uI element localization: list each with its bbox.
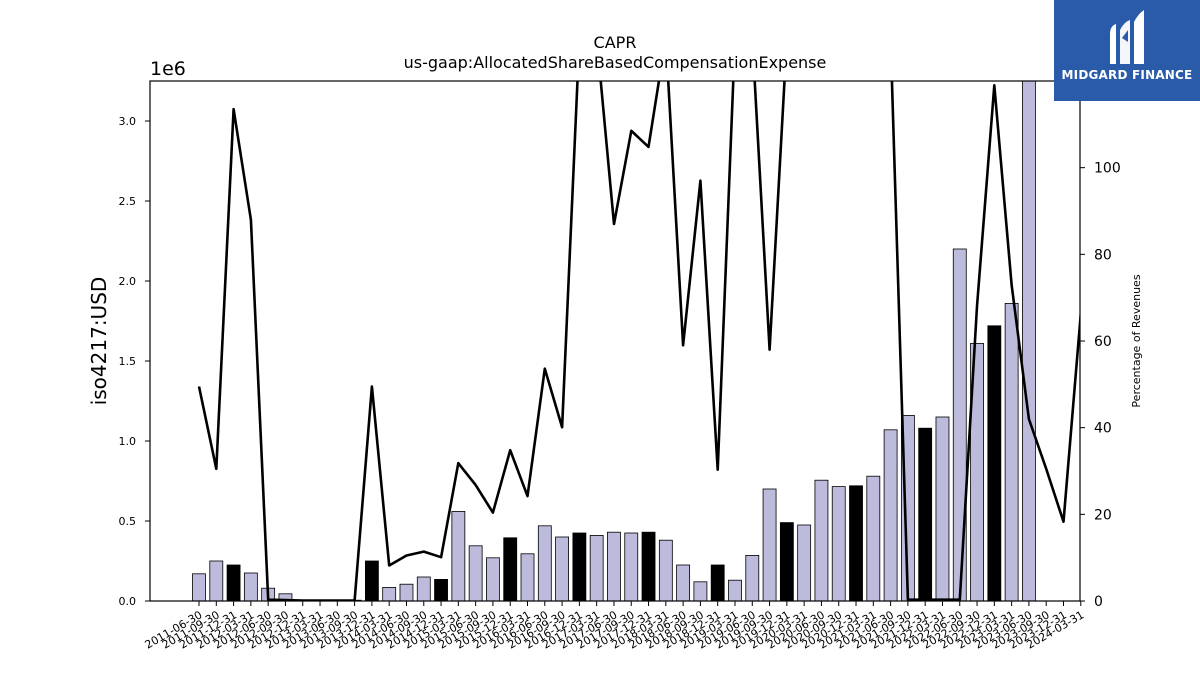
- bar: [658, 539, 673, 602]
- y-tick-label: 1.0: [119, 435, 137, 448]
- bar: [745, 555, 760, 602]
- bar: [589, 535, 604, 602]
- bar: [641, 531, 656, 602]
- bar: [192, 573, 206, 602]
- bar: [883, 429, 898, 602]
- y-tick-label: 2.5: [119, 195, 137, 208]
- plot-frame: [149, 80, 1081, 602]
- bar: [676, 564, 691, 602]
- bar: [486, 557, 500, 602]
- bar: [918, 427, 933, 602]
- bar: [451, 510, 466, 602]
- bar: [693, 581, 708, 602]
- y-tick-label: 0.0: [119, 595, 137, 608]
- bar: [1004, 302, 1019, 602]
- bar: [779, 522, 794, 602]
- y-tick-label: 1.5: [119, 355, 137, 368]
- y-axis-label: iso4217:USD: [87, 277, 111, 406]
- bar: [226, 564, 241, 602]
- bar: [624, 532, 639, 602]
- bar: [987, 325, 1002, 602]
- bar: [797, 524, 812, 602]
- bar: [849, 485, 863, 602]
- bar: [416, 576, 431, 602]
- y2-tick-label: 60: [1094, 334, 1112, 350]
- y-tick-label: 3.0: [119, 115, 137, 128]
- y2-tick-label: 40: [1094, 421, 1112, 437]
- bar: [399, 583, 414, 602]
- bar: [468, 545, 483, 602]
- bar: [209, 560, 224, 602]
- bar: [710, 564, 725, 602]
- bar: [364, 560, 379, 602]
- y2-axis-label: Percentage of Revenues: [1130, 274, 1143, 407]
- bar: [537, 525, 552, 602]
- bar: [434, 579, 448, 602]
- bar: [952, 248, 967, 602]
- y2-tick-label: 80: [1094, 247, 1112, 263]
- bar: [935, 416, 950, 602]
- bar: [607, 531, 621, 602]
- bar: [382, 587, 397, 602]
- bar: [520, 553, 535, 602]
- logo-text: MIDGARD FINANCE: [1061, 68, 1193, 82]
- y2-tick-label: 100: [1094, 161, 1121, 177]
- bar: [555, 536, 569, 602]
- y2-tick-label: 20: [1094, 507, 1112, 523]
- midgard-logo-icon: [1110, 10, 1144, 64]
- bar: [572, 532, 587, 602]
- logo: MIDGARD FINANCE: [1054, 0, 1200, 101]
- y2-tick-label: 0: [1094, 594, 1103, 610]
- bar: [243, 572, 258, 602]
- bar: [728, 579, 742, 602]
- y-tick-label: 2.0: [119, 275, 137, 288]
- chart-title: CAPR: [594, 33, 637, 52]
- bar: [1022, 80, 1036, 602]
- bar: [762, 488, 777, 602]
- y-tick-label: 0.5: [119, 515, 137, 528]
- bar: [814, 479, 829, 602]
- bar: [831, 486, 846, 602]
- chart-subtitle: us-gaap:AllocatedShareBasedCompensationE…: [404, 53, 827, 72]
- bar: [503, 537, 518, 602]
- bar: [866, 475, 881, 602]
- y-offset-label: 1e6: [150, 58, 186, 80]
